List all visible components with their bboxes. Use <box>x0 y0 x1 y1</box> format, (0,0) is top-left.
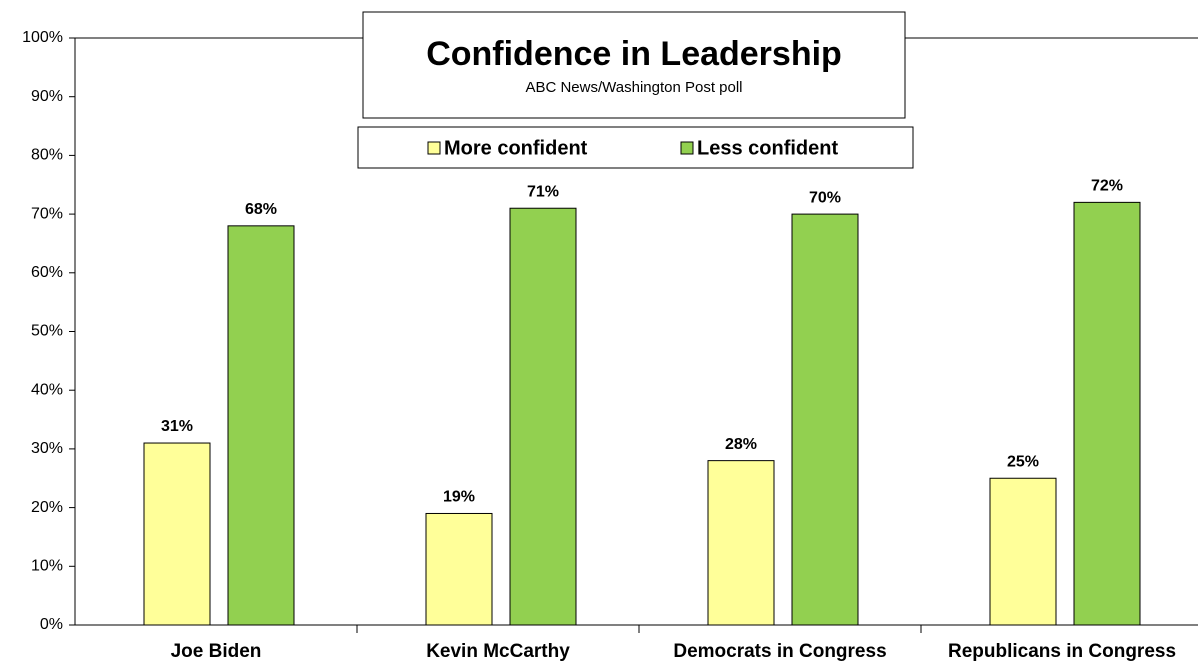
bar <box>707 460 775 626</box>
bar <box>425 512 493 626</box>
chart-subtitle: ABC News/Washington Post poll <box>525 79 742 96</box>
y-tick-label: 50% <box>31 323 63 340</box>
legend-label: Less confident <box>697 137 838 159</box>
x-tick-label: Democrats in Congress <box>673 641 886 662</box>
legend-swatch <box>680 141 694 155</box>
value-label: 28% <box>725 436 757 453</box>
value-label: 72% <box>1091 178 1123 195</box>
value-label: 71% <box>527 183 559 200</box>
value-label: 68% <box>245 201 277 218</box>
y-tick-label: 30% <box>31 440 63 457</box>
title-box <box>362 11 906 119</box>
y-tick-label: 10% <box>31 558 63 575</box>
y-tick-label: 100% <box>22 29 63 46</box>
chart-title: Confidence in Leadership <box>426 35 842 73</box>
legend: More confident Less confident <box>427 137 838 159</box>
bar <box>143 442 211 626</box>
x-tick-label: Republicans in Congress <box>948 641 1176 662</box>
value-label: 70% <box>809 189 841 206</box>
bar <box>989 477 1057 626</box>
legend-box <box>357 126 914 169</box>
legend-swatch <box>427 141 441 155</box>
bar <box>227 225 295 626</box>
x-tick-label: Kevin McCarthy <box>426 641 570 662</box>
y-tick-label: 20% <box>31 499 63 516</box>
y-tick-label: 60% <box>31 264 63 281</box>
value-label: 19% <box>443 489 475 506</box>
y-tick-label: 90% <box>31 88 63 105</box>
bar <box>791 213 859 626</box>
y-tick-label: 0% <box>40 616 63 633</box>
y-tick-label: 40% <box>31 381 63 398</box>
value-label: 25% <box>1007 453 1039 470</box>
y-tick-label: 80% <box>31 147 63 164</box>
bar <box>1073 201 1141 626</box>
value-label: 31% <box>161 418 193 435</box>
legend-label: More confident <box>444 137 588 159</box>
x-tick-label: Joe Biden <box>171 641 262 662</box>
y-tick-label: 70% <box>31 205 63 222</box>
bar <box>509 207 577 626</box>
